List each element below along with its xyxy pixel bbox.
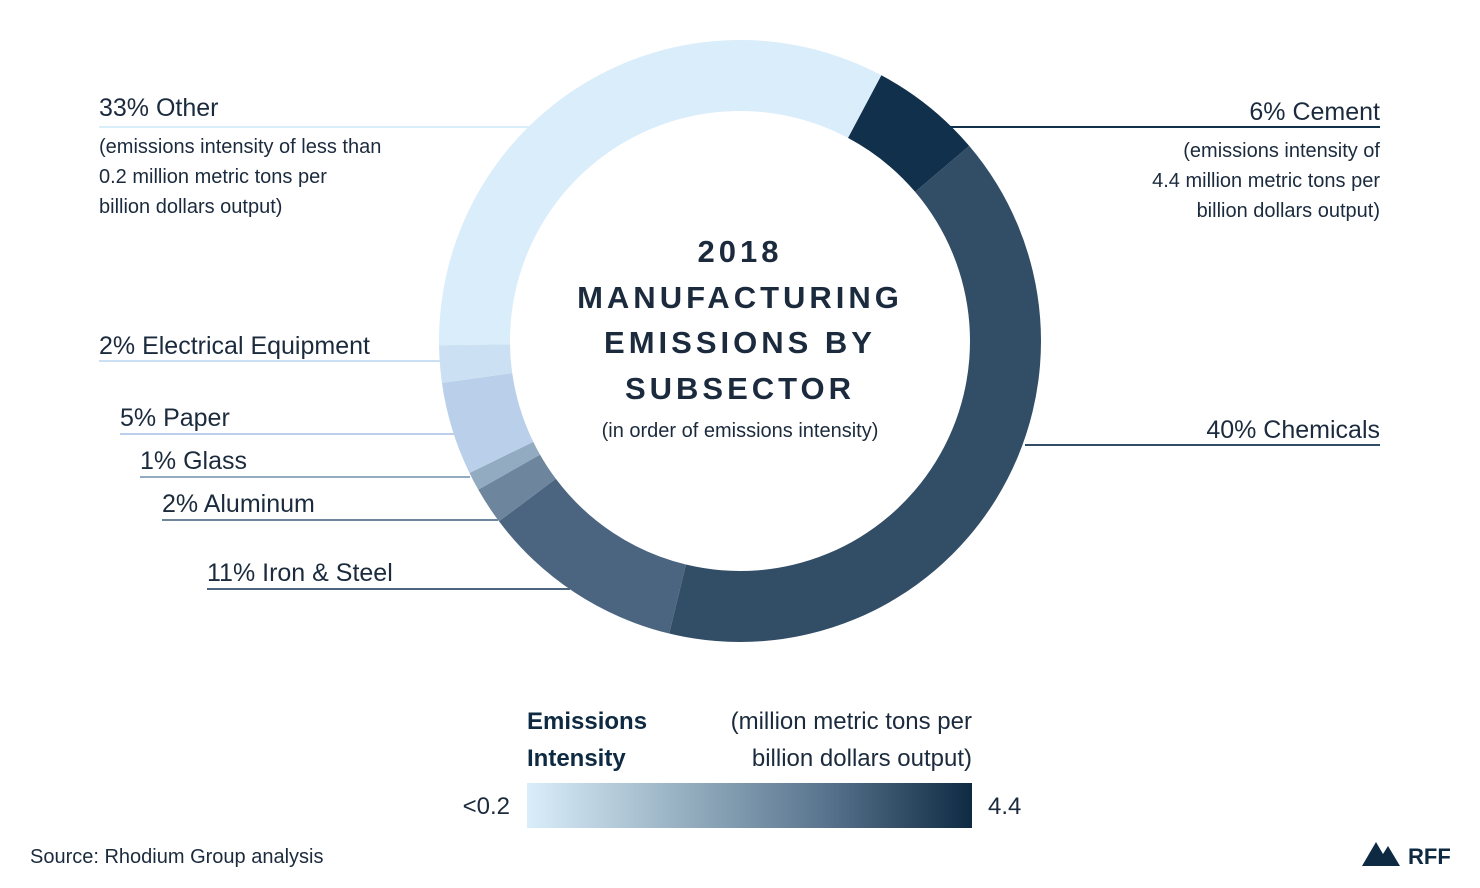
legend-unit-line: billion dollars output) <box>752 745 972 772</box>
legend-unit-line: (million metric tons per <box>731 708 972 735</box>
slice-iron-steel <box>498 478 686 634</box>
donut-slices <box>438 39 1041 643</box>
legend-title-line: Emissions <box>527 708 647 735</box>
slice-label-chemicals: 40% Chemicals <box>1206 416 1380 444</box>
rff-logo: RFF <box>1362 842 1451 869</box>
mountain-icon <box>1362 842 1400 866</box>
source-note: Source: Rhodium Group analysis <box>30 846 323 868</box>
slice-label-electrical-equipment: 2% Electrical Equipment <box>99 332 370 360</box>
slice-note-line: billion dollars output) <box>1197 200 1380 222</box>
slice-label-glass: 1% Glass <box>140 447 247 475</box>
slice-note-line: 4.4 million metric tons per <box>1152 170 1380 192</box>
slice-label-paper: 5% Paper <box>120 404 230 432</box>
slice-note-line: billion dollars output) <box>99 196 282 218</box>
slice-label-cement: 6% Cement <box>1249 98 1380 126</box>
slice-label-aluminum: 2% Aluminum <box>162 490 315 518</box>
slice-cement <box>847 75 970 192</box>
slice-glass <box>469 441 541 490</box>
slice-note-line: 0.2 million metric tons per <box>99 166 327 188</box>
slice-electrical-equipment <box>439 344 513 383</box>
chart-title-line: EMISSIONS BY <box>604 325 876 360</box>
slice-paper <box>441 373 534 473</box>
chart-subtitle: (in order of emissions intensity) <box>602 420 879 442</box>
legend-gradient-bar <box>527 783 972 828</box>
slice-note-line: (emissions intensity of less than <box>99 136 381 158</box>
brand-name: RFF <box>1408 844 1451 869</box>
chart-title-line: SUBSECTOR <box>625 371 855 406</box>
legend-max-label: 4.4 <box>988 793 1021 820</box>
slice-aluminum <box>478 454 556 522</box>
slice-labels: 6% Cement (emissions intensity of 4.4 mill… <box>99 94 1380 587</box>
slice-note-line: (emissions intensity of <box>1183 140 1380 162</box>
chart-title-line: 2018 <box>698 234 783 269</box>
leader-lines <box>99 126 1380 590</box>
slice-label-iron-steel: 11% Iron & Steel <box>207 559 393 587</box>
legend-min-label: <0.2 <box>463 793 510 820</box>
color-legend: Emissions Intensity (million metric tons… <box>463 708 1021 828</box>
legend-title-line: Intensity <box>527 745 626 772</box>
chart-title-line: MANUFACTURING <box>577 280 903 315</box>
slice-other <box>438 39 882 346</box>
chart-center-title: 2018 MANUFACTURING EMISSIONS BY SUBSECTO… <box>577 234 903 442</box>
slice-label-other: 33% Other <box>99 94 219 122</box>
slice-chemicals <box>669 145 1041 643</box>
